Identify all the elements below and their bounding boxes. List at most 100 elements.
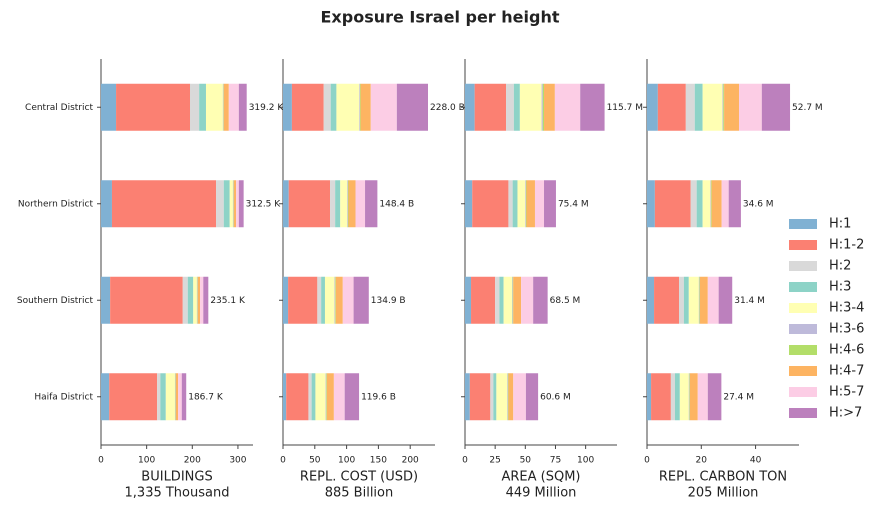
bar-segment [688,276,699,324]
total-label: 75.4 M [558,199,589,209]
legend-swatch [789,408,817,418]
bar-segment [718,276,733,324]
legend-swatch [789,219,817,229]
x-tick-label: 150 [370,456,387,466]
bar-segment [654,276,680,324]
x-axis-label: 205 Million [688,486,759,501]
x-axis-label: REPL. CARBON TON [659,470,787,485]
bar-segment [503,276,513,324]
bar-segment [508,373,514,421]
bar-segment [493,373,497,421]
total-label: 115.7 M [607,103,643,113]
bar-segment [465,373,470,421]
bar-segment [517,180,526,228]
bar-segment [323,83,331,131]
bar-segment [499,276,504,324]
bar-segment [216,180,224,228]
total-label: 148.4 B [379,199,414,209]
legend-label: H:4-6 [829,343,864,358]
bar-segment [233,180,237,228]
x-tick-label: 40 [750,456,762,466]
bar-segment [699,276,700,324]
bar-segment [101,180,112,228]
bar-segment [542,83,545,131]
bar-segment [330,180,336,228]
bar-segment [109,373,158,421]
bar-segment [513,83,520,131]
bar-segment [360,83,371,131]
bar-segment [698,276,700,324]
bar-segment [238,180,244,228]
x-tick-label: 0 [280,456,286,466]
legend-label: H:2 [829,259,851,274]
legend-swatch [789,387,817,397]
bar-segment [334,276,336,324]
bar-segment [160,373,166,421]
bar-segment [342,276,354,324]
bar-segment [710,180,712,228]
bar-segment [512,180,518,228]
bar-segment [739,83,762,131]
bar-segment [182,276,188,324]
bar-segment [223,83,229,131]
bar-segment [335,276,336,324]
bar-segment [286,373,309,421]
bar-segment [335,276,343,324]
bar-segment [723,83,725,131]
bar-segment [157,373,161,421]
total-label: 228.0 B [430,103,465,113]
bar-segment [711,180,712,228]
bar-segment [728,180,741,228]
bar-segment [165,373,175,421]
bar-segment [326,373,334,421]
x-axis-label: 1,335 Thousand [125,486,230,501]
bar-segment [465,83,475,131]
bar-segment [688,373,690,421]
bar-segment [315,373,326,421]
bar-segment [288,180,331,228]
bar-segment [101,276,111,324]
bar-segment [519,83,542,131]
total-label: 68.5 M [550,296,581,306]
bar-segment [326,373,327,421]
bar-segment [472,180,509,228]
bar-segment [541,83,543,131]
legend-swatch [789,240,817,250]
bar-segment [521,276,534,324]
bar-segment [679,276,684,324]
bar-segment [508,180,513,228]
bar-segment [101,373,110,421]
bar-segment [685,83,695,131]
bar-segment [544,83,555,131]
bar-segment [711,180,722,228]
bar-segment [347,180,349,228]
legend-label: H:>7 [829,406,862,421]
x-axis-label: 449 Million [506,486,577,501]
total-label: 134.9 B [371,296,406,306]
bar-segment [507,373,509,421]
bar-segment [333,373,345,421]
bar-segment [283,276,289,324]
bar-segment [336,83,360,131]
bar-segment [205,83,223,131]
bar-segment [722,83,724,131]
x-tick-label: 300 [229,456,246,466]
legend-label: H:5-7 [829,385,864,400]
bar-segment [116,83,191,131]
bar-segment [707,373,722,421]
bar-segment [324,276,335,324]
legend-swatch [789,366,817,376]
total-label: 312.5 K [246,199,282,209]
bar-segment [101,83,117,131]
legend-label: H:3 [829,280,851,295]
bar-segment [554,83,581,131]
bar-segment [512,276,513,324]
y-tick-label: Southern District [17,296,94,306]
bar-segment [353,276,369,324]
bar-segment [469,373,491,421]
legend-swatch [789,324,817,334]
total-label: 52.7 M [792,103,823,113]
bar-segment [335,180,341,228]
bar-segment [110,276,183,324]
